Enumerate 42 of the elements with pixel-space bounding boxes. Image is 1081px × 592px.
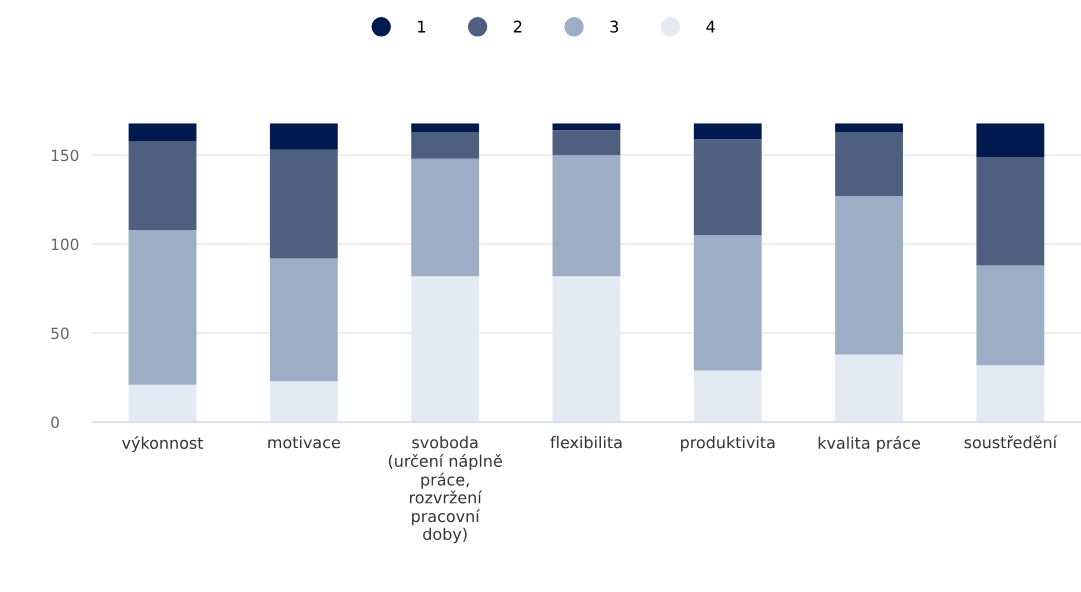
x-tick-label: výkonnost [122,435,204,453]
bar [693,139,762,236]
legend-label: 4 [706,20,715,33]
bar [835,196,903,355]
bar [411,276,480,423]
x-tick-label: flexibilita [550,435,622,449]
bar [128,229,197,385]
bar [693,123,762,140]
bar [976,265,1045,366]
bar [128,123,197,141]
bar [552,155,621,277]
x-tick-label: produktivita [681,435,775,452]
bar [552,130,621,156]
bar [411,158,480,277]
x-tick-label: motivace [268,435,340,449]
bar [976,156,1045,266]
bar [128,140,197,230]
y-tick-label: 150 [51,149,79,162]
bar [269,381,338,423]
bar [693,235,762,371]
y-tick-label: 0 [51,416,59,429]
x-tick-label: svoboda (určení náplně práce, rozvržení pracovní doby) [388,435,502,544]
y-tick-label: 100 [51,238,79,251]
legend-label: 2 [513,20,522,33]
bar [128,384,197,423]
legend-label: 3 [610,20,619,33]
bar [552,276,621,423]
legend-label: 1 [418,20,426,33]
bar [835,132,903,197]
x-tick-label: soustředění [964,435,1058,449]
bar [835,123,903,133]
x-tick-label: kvalita práce [818,435,920,453]
bar [269,123,338,150]
bar [411,123,480,133]
bar [411,132,480,159]
bar [269,149,338,259]
bar [976,365,1045,423]
bar [269,258,338,382]
bar [976,123,1045,157]
y-tick-label: 50 [51,327,69,340]
bar [835,354,903,423]
bar [693,370,762,423]
